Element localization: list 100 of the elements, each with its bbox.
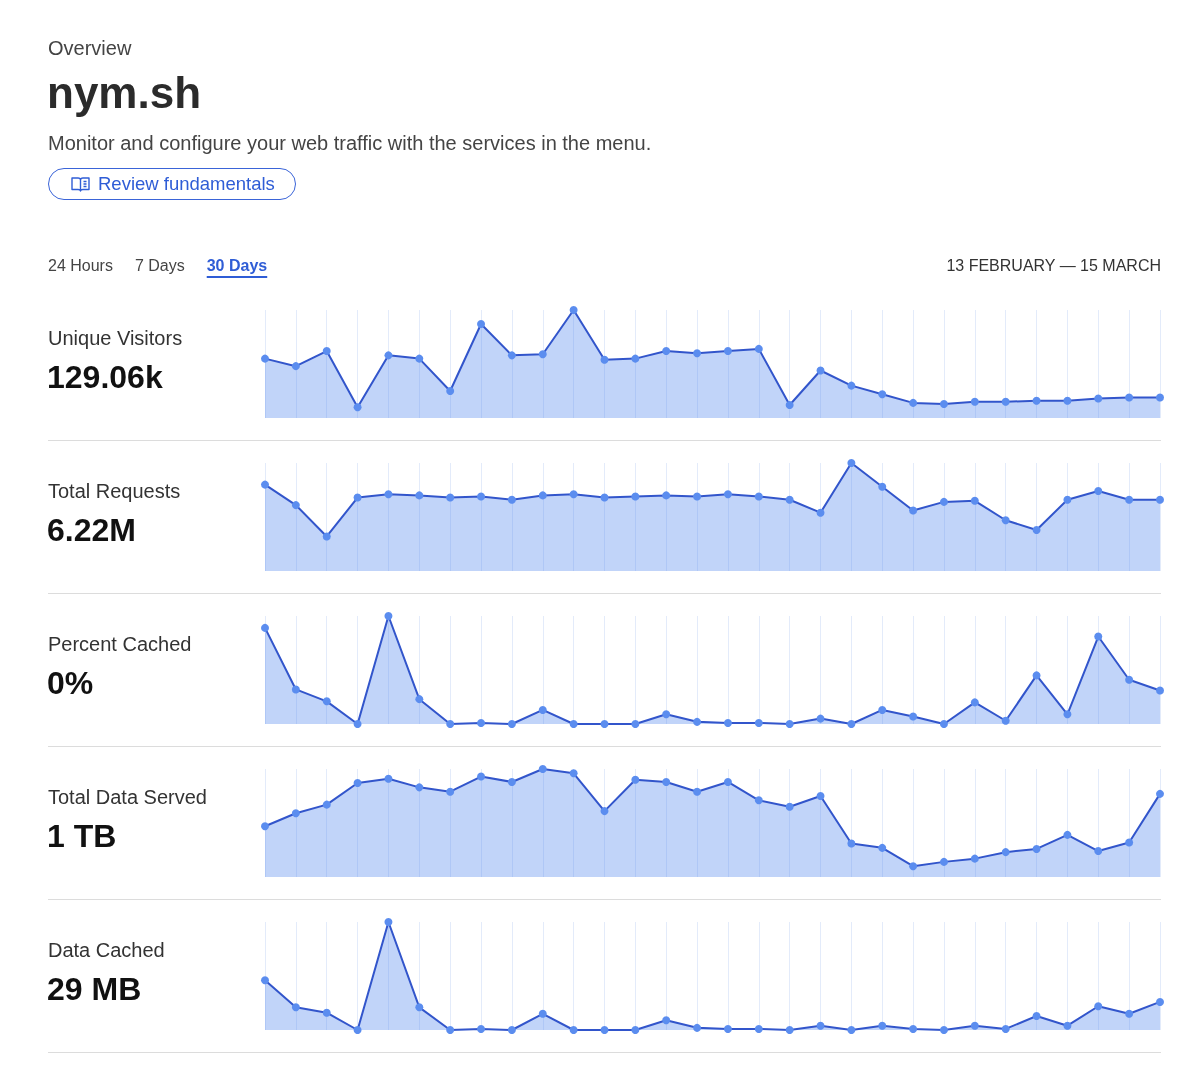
- point: [261, 354, 269, 363]
- point: [353, 493, 362, 502]
- point: [970, 397, 979, 406]
- point: [353, 720, 362, 728]
- point: [507, 777, 516, 786]
- point: [816, 714, 825, 723]
- point: [939, 497, 948, 506]
- point: [446, 493, 455, 502]
- point: [785, 495, 794, 504]
- point: [970, 698, 979, 707]
- point: [384, 774, 393, 783]
- point: [816, 366, 825, 375]
- point: [1094, 847, 1103, 856]
- point: [1125, 1009, 1134, 1018]
- point: [600, 807, 609, 816]
- point: [1032, 844, 1041, 853]
- point: [785, 802, 794, 811]
- point: [600, 1026, 609, 1034]
- point: [723, 347, 732, 356]
- point: [631, 1026, 640, 1034]
- point: [1094, 394, 1103, 403]
- point: [878, 1021, 887, 1030]
- point: [1001, 848, 1010, 857]
- point: [1032, 525, 1041, 534]
- text: 6.22M: [47, 512, 136, 548]
- point: [384, 918, 393, 926]
- point: [1063, 710, 1072, 719]
- point: [353, 1026, 362, 1034]
- point: [261, 480, 269, 489]
- point: [384, 351, 393, 360]
- point: [322, 697, 331, 706]
- point: [754, 718, 763, 727]
- point: [322, 532, 331, 541]
- point: [1094, 1002, 1103, 1011]
- point: [1156, 997, 1164, 1006]
- point: [1063, 1021, 1072, 1030]
- point: [538, 350, 547, 359]
- point: [1156, 686, 1164, 695]
- point: [1156, 789, 1164, 798]
- point: [878, 482, 887, 491]
- point: [847, 839, 856, 848]
- point: [477, 1024, 486, 1033]
- point: [816, 792, 825, 800]
- point: [538, 491, 547, 500]
- point: [1094, 632, 1103, 641]
- point: [1032, 396, 1041, 405]
- point: [631, 492, 640, 501]
- point: [1001, 516, 1010, 525]
- text: Total Requests: [48, 479, 181, 503]
- point: [723, 777, 732, 786]
- point: [477, 492, 486, 501]
- text: Unique Visitors: [48, 326, 183, 350]
- point: [909, 506, 918, 515]
- point: [384, 612, 393, 620]
- point: [446, 720, 455, 728]
- text: 1 TB: [47, 818, 117, 854]
- point: [693, 717, 702, 726]
- point: [970, 854, 979, 863]
- text: Data Cached: [48, 938, 165, 962]
- point: [384, 490, 393, 499]
- text: Percent Cached: [48, 632, 192, 656]
- point: [970, 1021, 979, 1030]
- point: [847, 459, 856, 467]
- point: [1125, 393, 1134, 402]
- point: [569, 306, 578, 314]
- point: [785, 401, 794, 410]
- point: [847, 381, 856, 390]
- point: [569, 769, 578, 778]
- point: [723, 718, 732, 727]
- point: [291, 501, 300, 510]
- point: [1156, 393, 1164, 402]
- point: [446, 787, 455, 796]
- point: [785, 1026, 794, 1034]
- point: [600, 720, 609, 728]
- point: [939, 1026, 948, 1034]
- text: 24 Hours: [48, 256, 113, 276]
- text: Monitor and configure your web traffic with the services in the menu.: [48, 131, 652, 156]
- point: [1001, 1024, 1010, 1033]
- point: [538, 765, 547, 773]
- point: [662, 777, 671, 786]
- point: [261, 623, 269, 632]
- point: [662, 710, 671, 719]
- point: [1156, 495, 1164, 504]
- point: [291, 1003, 300, 1012]
- point: [723, 1024, 732, 1033]
- point: [909, 398, 918, 407]
- point: [693, 787, 702, 796]
- point: [878, 843, 887, 852]
- point: [1063, 396, 1072, 405]
- point: [909, 712, 918, 721]
- point: [693, 1023, 702, 1032]
- point: [446, 387, 455, 395]
- point: [939, 720, 948, 728]
- text: 13 FEBRUARY — 15 MARCH: [946, 256, 1161, 276]
- point: [939, 857, 948, 866]
- point: [1125, 675, 1134, 684]
- point: [507, 495, 516, 504]
- point: [631, 354, 640, 363]
- point: [878, 705, 887, 714]
- point: [754, 796, 763, 805]
